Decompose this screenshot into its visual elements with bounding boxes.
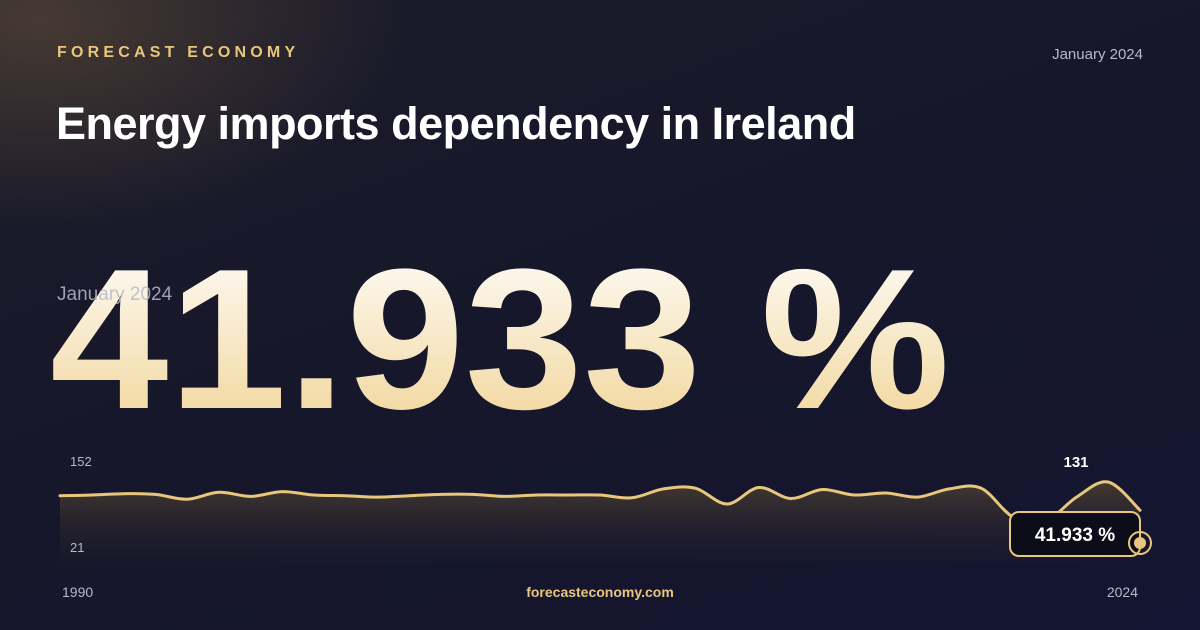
chart-point-2003: [471, 492, 475, 496]
page-title: Energy imports dependency in Ireland: [56, 98, 856, 149]
chart-point-2019: [979, 486, 983, 490]
chart-point-1998: [312, 493, 316, 497]
chart-point-2011: [725, 502, 729, 506]
headline-value-text: 41.933 %: [50, 228, 950, 451]
chart-point-2007: [598, 493, 602, 497]
chart-point-2006: [566, 493, 570, 497]
chart-point-2004: [503, 494, 507, 498]
chart-point-2005: [535, 493, 539, 497]
current-value-badge: 41.933 %: [1009, 511, 1141, 557]
chart-line: [58, 480, 1142, 525]
brand-name: FORECAST ECONOMY: [57, 44, 300, 61]
chart-point-1995: [217, 490, 221, 494]
chart-point-1997: [280, 490, 284, 494]
headline-date: January 2024: [57, 284, 173, 305]
chart-point-2018: [947, 487, 951, 491]
chart-point-1991: [90, 493, 94, 497]
header-date: January 2024: [1052, 46, 1143, 63]
headline-value: 41.933 %: [48, 228, 1008, 451]
y-tick-max: 152: [70, 454, 92, 469]
current-value-text: 41.933 %: [1035, 525, 1115, 546]
chart-point-1992: [122, 492, 126, 496]
history-chart: 152 21 131 41.933 %: [0, 440, 1200, 580]
chart-point-2017: [916, 495, 920, 499]
chart-area: [60, 481, 1140, 564]
chart-point-2009: [662, 487, 666, 491]
chart-point-2000: [376, 495, 380, 499]
chart-point-2008: [630, 496, 634, 500]
site-url[interactable]: forecasteconomy.com: [526, 584, 674, 600]
chart-point-2014: [820, 488, 824, 492]
y-tick-min: 21: [70, 540, 84, 555]
peak-label: 131: [1063, 454, 1088, 471]
chart-point-2001: [407, 494, 411, 498]
chart-point-2024: [1138, 508, 1142, 512]
chart-point-2016: [884, 491, 888, 495]
chart-point-1993: [153, 492, 157, 496]
chart-point-1990: [58, 494, 62, 498]
chart-point-2013: [789, 497, 793, 501]
chart-point-1994: [185, 497, 189, 501]
chart-point-2002: [439, 492, 443, 496]
x-label-start: 1990: [62, 584, 94, 600]
chart-point-2010: [693, 486, 697, 490]
x-label-end: 2024: [1106, 584, 1138, 600]
chart-point-2012: [757, 486, 761, 490]
chart-point-2023: [1106, 480, 1110, 484]
chart-point-1996: [249, 494, 253, 498]
chart-point-1999: [344, 494, 348, 498]
chart-point-2022: [1075, 495, 1079, 499]
current-point-marker: [1128, 531, 1152, 555]
chart-point-2015: [852, 493, 856, 497]
